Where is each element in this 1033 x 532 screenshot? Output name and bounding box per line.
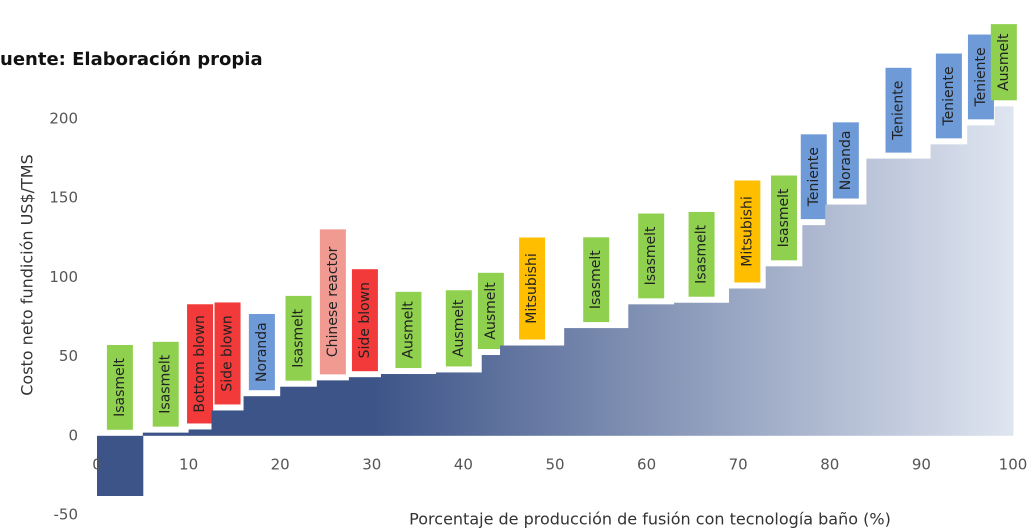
technology-label: Ausmelt — [451, 299, 467, 357]
step-bar — [348, 377, 382, 436]
x-tick-label: 70 — [729, 456, 748, 474]
x-tick-label: 0 — [92, 456, 102, 474]
technology-label: Teniente — [806, 147, 822, 207]
step-bar — [316, 380, 350, 436]
x-tick-label: 10 — [179, 456, 198, 474]
ticks: -50 0 50 100 150 200 0 10 20 30 40 50 60 70 80 90 100 — [49, 110, 1027, 524]
technology-label: Chinese reactor — [325, 246, 341, 357]
step-bar — [97, 435, 144, 496]
technology-label: Isasmelt — [776, 188, 792, 247]
step-bar — [380, 374, 437, 436]
technology-label: Ausmelt — [996, 33, 1012, 91]
step-bar — [435, 372, 483, 436]
technology-box — [477, 272, 504, 350]
technology-box — [445, 290, 472, 367]
technology-label: Isasmelt — [588, 250, 604, 309]
technology-label: Bottom blown — [192, 315, 208, 412]
technology-label: Noranda — [838, 131, 854, 191]
x-tick-label: 100 — [999, 456, 1028, 474]
step-bar — [564, 328, 629, 436]
plot: Isasmelt Isasmelt Bottom blown Side blown No… — [97, 24, 1017, 496]
step-bar — [211, 410, 245, 436]
technology-box — [990, 24, 1017, 101]
technology-label: Mitsubishi — [739, 196, 755, 266]
y-tick-label: -50 — [54, 506, 79, 524]
technology-box — [214, 302, 241, 405]
technology-label: Isasmelt — [112, 357, 128, 416]
y-tick-label: 200 — [49, 110, 78, 128]
technology-box — [152, 341, 179, 427]
technology-label: Teniente — [973, 47, 989, 107]
technology-label: Teniente — [941, 66, 957, 126]
x-tick-label: 90 — [912, 456, 931, 474]
technology-label: Noranda — [254, 322, 270, 382]
step-bar — [967, 125, 996, 436]
technology-label: Mitsubishi — [524, 253, 540, 323]
step-bar — [280, 386, 318, 436]
y-tick-label: 0 — [68, 426, 78, 444]
technology-box — [187, 304, 214, 424]
technology-box — [885, 67, 912, 153]
technology-label: Isasmelt — [694, 224, 710, 283]
technology-box — [319, 229, 346, 375]
x-tick-label: 40 — [454, 456, 473, 474]
y-tick-label: 150 — [49, 189, 78, 207]
step-bar — [188, 429, 212, 436]
technology-label: Isasmelt — [643, 226, 659, 285]
x-tick-label: 20 — [271, 456, 290, 474]
technology-label: Ausmelt — [483, 282, 499, 340]
technology-box — [583, 237, 610, 323]
technology-label: Teniente — [891, 81, 907, 141]
technology-box — [771, 175, 797, 261]
technology-label: Isasmelt — [291, 308, 307, 367]
step-bar — [500, 345, 565, 436]
step-bar — [994, 106, 1014, 436]
technology-box — [967, 34, 994, 120]
technology-box — [688, 211, 715, 297]
step-bar — [825, 204, 867, 436]
x-tick-label: 30 — [362, 456, 381, 474]
step-bar — [243, 396, 281, 436]
technology-box — [935, 53, 962, 139]
chart-title: uente: Elaboración propia — [0, 49, 263, 70]
technology-box — [395, 291, 422, 369]
x-tick-label: 80 — [820, 456, 839, 474]
x-tick-label: 50 — [545, 456, 564, 474]
step-bar — [802, 225, 826, 436]
step-bar — [866, 158, 932, 436]
technology-box — [734, 180, 761, 283]
technology-label: Side blown — [220, 315, 236, 391]
x-axis-title: Porcentaje de producción de fusión con t… — [409, 510, 891, 529]
technology-box — [800, 134, 827, 220]
technology-label: Side blown — [357, 282, 373, 358]
y-tick-label: 100 — [49, 268, 78, 286]
technology-label: Isasmelt — [158, 354, 174, 413]
technology-box — [638, 213, 665, 299]
technology-label: Ausmelt — [400, 301, 416, 359]
x-tick-label: 60 — [637, 456, 656, 474]
technology-box — [285, 295, 312, 381]
step-bar — [930, 144, 968, 436]
step-bar — [674, 302, 730, 436]
technology-box — [832, 122, 859, 199]
step-bar — [142, 432, 190, 436]
step-bar — [729, 288, 767, 436]
step-bar — [481, 355, 501, 436]
technology-box — [106, 345, 133, 430]
step-bar — [765, 266, 803, 436]
y-axis-title: Costo neto fundición US$/TMS — [18, 154, 37, 396]
y-tick-label: 50 — [59, 347, 78, 365]
technology-box — [519, 237, 546, 340]
technology-box — [248, 314, 275, 391]
technology-box — [351, 269, 378, 372]
step-bar — [628, 304, 675, 436]
